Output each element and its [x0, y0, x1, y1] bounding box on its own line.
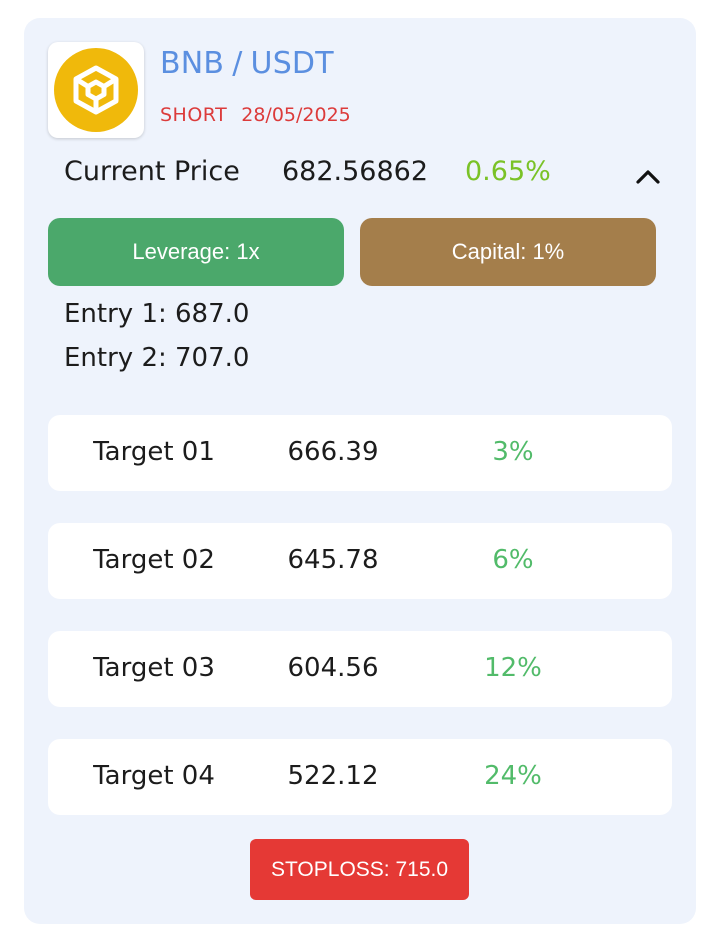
target-row: Target 04 522.12 24%	[48, 739, 672, 815]
bnb-logo-icon	[54, 48, 138, 132]
pair-separator: /	[232, 46, 243, 81]
target-name: Target 03	[93, 653, 215, 683]
target-name: Target 02	[93, 545, 215, 575]
current-price-row: Current Price 682.56862 0.65%	[64, 156, 664, 196]
signal-meta: SHORT 28/05/2025	[160, 104, 351, 126]
target-name: Target 01	[93, 437, 215, 467]
signal-card: BNB / USDT SHORT 28/05/2025 Current Price 6…	[24, 18, 696, 924]
stoploss-button[interactable]: STOPLOSS: 715.0	[250, 839, 469, 900]
target-row: Target 03 604.56 12%	[48, 631, 672, 707]
target-row: Target 01 666.39 3%	[48, 415, 672, 491]
current-price-label: Current Price	[64, 156, 240, 187]
target-price: 666.39	[287, 437, 379, 467]
pair-base: BNB	[160, 46, 225, 81]
pair-title: BNB / USDT	[160, 46, 334, 81]
leverage-button[interactable]: Leverage: 1x	[48, 218, 344, 286]
target-percent: 24%	[484, 761, 542, 791]
entry-2: Entry 2: 707.0	[64, 343, 250, 373]
entry-1: Entry 1: 687.0	[64, 299, 250, 329]
pair-quote: USDT	[250, 46, 334, 81]
target-row: Target 02 645.78 6%	[48, 523, 672, 599]
target-price: 604.56	[287, 653, 379, 683]
signal-date: 28/05/2025	[241, 104, 351, 126]
current-price-value: 682.56862	[282, 156, 429, 187]
target-name: Target 04	[93, 761, 215, 791]
target-percent: 12%	[484, 653, 542, 683]
target-percent: 3%	[492, 437, 534, 467]
target-price: 645.78	[287, 545, 379, 575]
coin-logo	[48, 42, 144, 138]
position-side: SHORT	[160, 104, 228, 126]
capital-button[interactable]: Capital: 1%	[360, 218, 656, 286]
target-price: 522.12	[287, 761, 379, 791]
target-percent: 6%	[492, 545, 534, 575]
chevron-up-icon[interactable]	[634, 166, 662, 186]
price-change: 0.65%	[465, 156, 551, 187]
